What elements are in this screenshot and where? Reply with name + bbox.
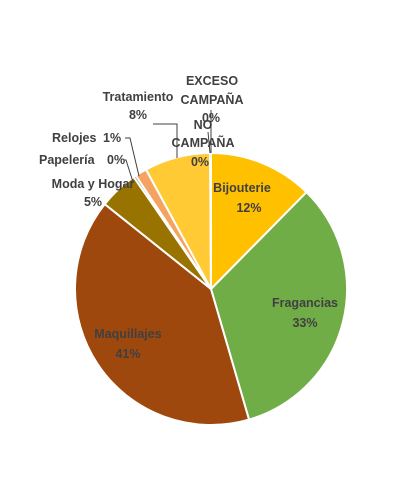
leader-line-no-campana bbox=[207, 131, 211, 154]
leader-line-tratamiento bbox=[153, 123, 178, 158]
label-bijouterie-value: 12% bbox=[236, 201, 261, 215]
label-maquillajes-name: Maquillajes bbox=[94, 327, 161, 341]
label-bijouterie-name: Bijouterie bbox=[213, 181, 271, 195]
label-exceso-campana-name-1: EXCESO bbox=[186, 74, 238, 88]
label-no-campana-name-1: NO bbox=[194, 118, 213, 132]
label-moda-hogar-value: 5% bbox=[84, 195, 102, 209]
label-papeleria-value: 0% bbox=[107, 153, 125, 167]
label-moda-hogar-name: Moda y Hogar bbox=[52, 177, 135, 191]
pie-slice-fragancias bbox=[209, 190, 348, 421]
pie-slice-bijouterie bbox=[210, 151, 308, 292]
pie-slice-maquillajes bbox=[74, 202, 251, 427]
label-relojes-value: 1% bbox=[103, 131, 121, 145]
leader-line-relojes bbox=[125, 137, 140, 177]
label-papeleria-name: Papelería bbox=[39, 153, 96, 167]
leader-lines bbox=[124, 110, 212, 183]
data-labels: Bijouterie 12% Fragancias 33% Maquillaje… bbox=[39, 74, 338, 361]
label-tratamiento-value: 8% bbox=[129, 108, 147, 122]
label-fragancias-name: Fragancias bbox=[272, 296, 338, 310]
label-exceso-campana-value: 0% bbox=[202, 111, 220, 125]
label-no-campana-name-2: CAMPAÑA bbox=[172, 135, 235, 150]
label-exceso-campana-name-2: CAMPAÑA bbox=[181, 92, 244, 107]
label-no-campana-value: 0% bbox=[191, 155, 209, 169]
leader-line-papeleria bbox=[124, 159, 134, 183]
pie-slices bbox=[74, 151, 348, 427]
label-relojes-name: Relojes bbox=[52, 131, 97, 145]
label-fragancias-value: 33% bbox=[292, 316, 317, 330]
label-maquillajes-value: 41% bbox=[115, 347, 140, 361]
label-tratamiento-name: Tratamiento bbox=[103, 90, 174, 104]
